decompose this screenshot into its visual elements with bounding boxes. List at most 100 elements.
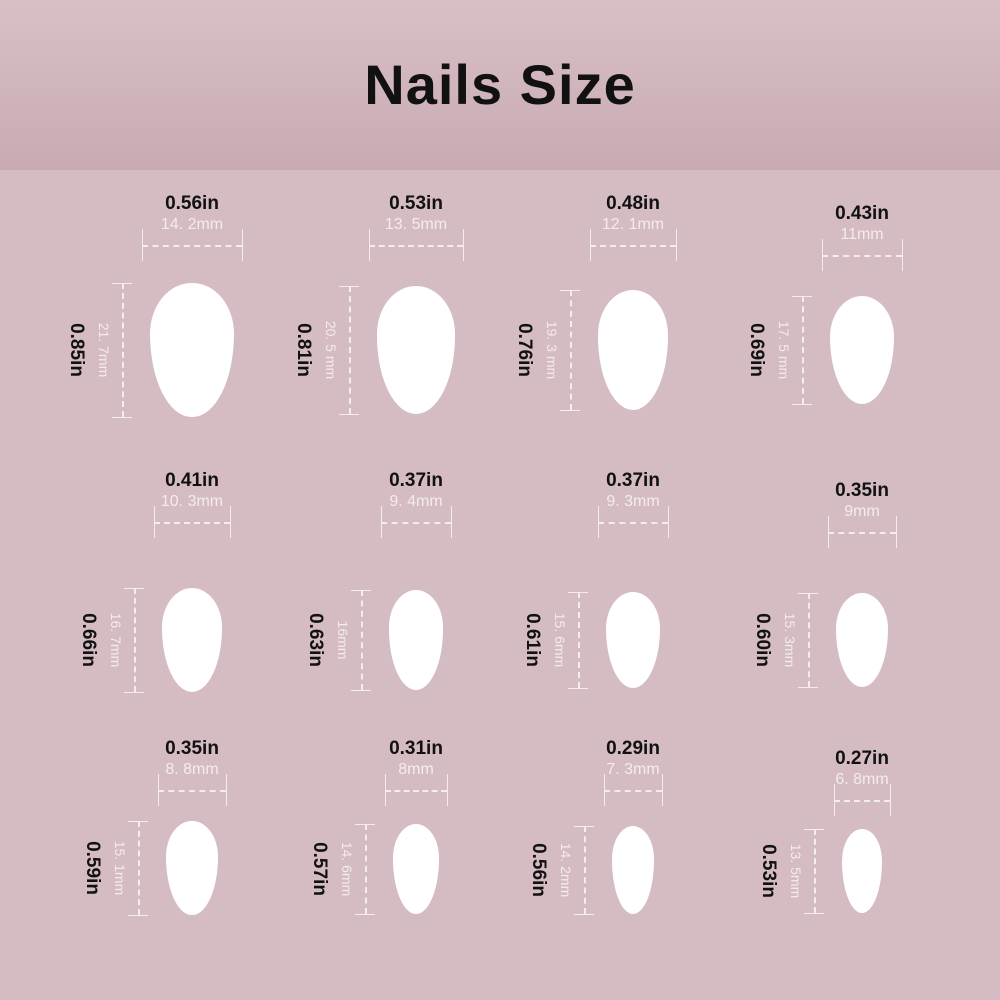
width-dash-line [589, 245, 677, 247]
width-mm-label: 6. 8mm [835, 771, 889, 788]
length-tick-bottom [350, 689, 371, 691]
width-tick-right [225, 774, 227, 806]
length-inch-label: 0.59in [82, 841, 104, 895]
length-dash-line [814, 829, 817, 913]
width-inch-label: 0.27in [835, 748, 889, 769]
length-inch-label: 0.60in [751, 613, 773, 667]
length-tick-top [338, 286, 359, 288]
length-dash-line [583, 825, 586, 914]
length-tick-bottom [112, 417, 133, 419]
nail-shape [597, 290, 669, 410]
length-tick-top [559, 290, 580, 292]
width-inch-label: 0.48in [606, 193, 660, 214]
length-tick-top [804, 829, 825, 831]
width-inch-label: 0.43in [835, 203, 889, 224]
width-tick-right [676, 229, 678, 261]
length-dash-line [360, 590, 363, 690]
width-tick-left [597, 506, 599, 538]
nail-shape [392, 823, 440, 915]
nail-shape [842, 829, 882, 913]
width-inch-label: 0.29in [606, 738, 660, 759]
width-tick-left [368, 229, 370, 261]
length-mm-label: 14. 2mm [557, 842, 574, 898]
length-dash-line [577, 591, 580, 689]
length-dash-line [122, 282, 125, 418]
length-tick-bottom [567, 688, 588, 690]
width-mm-label: 9. 4mm [389, 493, 443, 510]
width-mm-label: 10. 3mm [160, 493, 224, 510]
width-dash-line [158, 790, 226, 792]
width-tick-left [827, 516, 829, 548]
width-dash-line [603, 790, 663, 792]
width-tick-left [158, 774, 160, 806]
width-inch-label: 0.31in [389, 738, 443, 759]
width-dash-line [153, 522, 231, 524]
width-inch-label: 0.53in [389, 193, 443, 214]
width-dash-line [368, 245, 464, 247]
length-tick-top [797, 592, 818, 594]
length-mm-label: 15. 3mm [781, 612, 798, 668]
length-tick-top [791, 295, 812, 297]
length-tick-bottom [797, 687, 818, 689]
length-dash-line [807, 592, 810, 688]
length-inch-label: 0.57in [308, 842, 330, 896]
width-tick-left [380, 506, 382, 538]
length-inch-label: 0.81in [292, 323, 314, 377]
length-dash-line [364, 823, 367, 915]
width-tick-left [821, 239, 823, 271]
length-mm-label: 16. 7mm [107, 612, 124, 668]
width-mm-label: 14. 2mm [160, 216, 224, 233]
length-dash-line [133, 588, 136, 692]
nail-shape [166, 821, 218, 915]
nail-shape [150, 282, 234, 418]
width-mm-label: 8. 8mm [165, 761, 219, 778]
nail-shape [611, 825, 655, 914]
length-mm-label: 19. 3 mm [543, 320, 560, 380]
width-tick-right [451, 506, 453, 538]
length-tick-bottom [573, 914, 594, 916]
nail-shape [605, 591, 661, 689]
width-mm-label: 9mm [844, 503, 880, 520]
length-inch-label: 0.76in [513, 323, 535, 377]
length-tick-top [123, 588, 144, 590]
length-dash-line [138, 821, 141, 915]
width-tick-left [142, 229, 144, 261]
width-tick-left [589, 229, 591, 261]
length-tick-bottom [128, 914, 149, 916]
width-tick-right [668, 506, 670, 538]
length-mm-label: 15. 1mm [112, 840, 129, 896]
length-tick-bottom [123, 691, 144, 693]
length-tick-bottom [338, 413, 359, 415]
length-tick-top [128, 821, 149, 823]
length-inch-label: 0.63in [304, 613, 326, 667]
length-inch-label: 0.61in [521, 613, 543, 667]
length-tick-top [354, 823, 375, 825]
nail-shape [161, 588, 223, 692]
width-mm-label: 7. 3mm [606, 761, 660, 778]
length-mm-label: 14. 6mm [338, 841, 355, 897]
length-mm-label: 15. 6mm [551, 612, 568, 668]
width-dash-line [834, 800, 890, 802]
header-band: Nails Size [0, 0, 1000, 170]
width-inch-label: 0.35in [835, 480, 889, 501]
width-mm-label: 9. 3mm [606, 493, 660, 510]
length-mm-label: 16mm [334, 620, 351, 660]
length-inch-label: 0.66in [77, 613, 99, 667]
nail-shape [835, 592, 889, 688]
width-dash-line [597, 522, 669, 524]
length-mm-label: 17. 5 mm [775, 320, 792, 380]
width-dash-line [821, 255, 903, 257]
length-inch-label: 0.69in [745, 323, 767, 377]
length-inch-label: 0.53in [758, 844, 780, 898]
width-mm-label: 12. 1mm [601, 216, 665, 233]
length-mm-label: 13. 5mm [788, 843, 805, 899]
length-mm-label: 21. 7mm [96, 322, 113, 378]
width-tick-right [463, 229, 465, 261]
length-tick-top [112, 282, 133, 284]
nail-shape [388, 590, 444, 690]
width-dash-line [142, 245, 242, 247]
length-tick-top [567, 591, 588, 593]
width-dash-line [827, 532, 897, 534]
width-dash-line [380, 522, 452, 524]
width-tick-left [603, 774, 605, 806]
